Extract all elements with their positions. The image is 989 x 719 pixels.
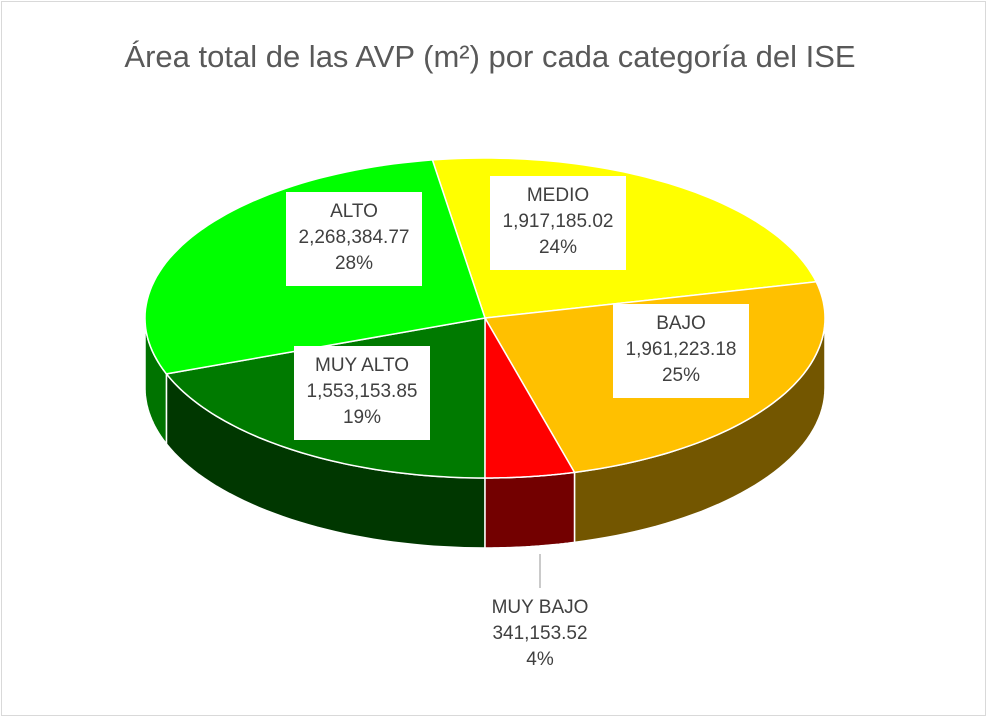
label-percent: 25% bbox=[662, 365, 700, 386]
label-value: 1,917,185.02 bbox=[503, 211, 614, 232]
label-percent: 4% bbox=[526, 649, 554, 670]
label-box bbox=[613, 304, 749, 398]
label-value: 2,268,384.77 bbox=[299, 227, 410, 248]
data-label: MUY BAJO 341,153.52 4% bbox=[492, 554, 589, 670]
label-value: 341,153.52 bbox=[492, 623, 587, 644]
label-value: 1,553,153.85 bbox=[307, 381, 418, 402]
data-label: MEDIO 1,917,185.02 24% bbox=[490, 176, 626, 270]
data-label: ALTO 2,268,384.77 28% bbox=[286, 192, 422, 286]
slice-side bbox=[484, 471, 576, 549]
data-label: BAJO 1,961,223.18 25% bbox=[613, 304, 749, 398]
label-box bbox=[294, 346, 430, 440]
data-label: MUY ALTO 1,553,153.85 19% bbox=[294, 346, 430, 440]
label-box bbox=[490, 176, 626, 270]
label-percent: 28% bbox=[335, 253, 373, 274]
label-category: MUY BAJO bbox=[492, 597, 589, 618]
label-category: ALTO bbox=[330, 201, 378, 222]
slice bbox=[484, 315, 576, 479]
label-value: 1,961,223.18 bbox=[626, 339, 737, 360]
label-category: BAJO bbox=[656, 313, 706, 334]
chart-title: Área total de las AVP (m²) por cada cate… bbox=[124, 39, 856, 74]
label-percent: 24% bbox=[539, 237, 577, 258]
label-category: MEDIO bbox=[527, 185, 589, 206]
label-box bbox=[286, 192, 422, 286]
label-percent: 19% bbox=[343, 407, 381, 428]
label-category: MUY ALTO bbox=[315, 355, 409, 376]
